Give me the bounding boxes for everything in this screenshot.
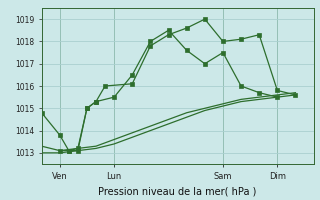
X-axis label: Pression niveau de la mer( hPa ): Pression niveau de la mer( hPa ) (99, 186, 257, 196)
